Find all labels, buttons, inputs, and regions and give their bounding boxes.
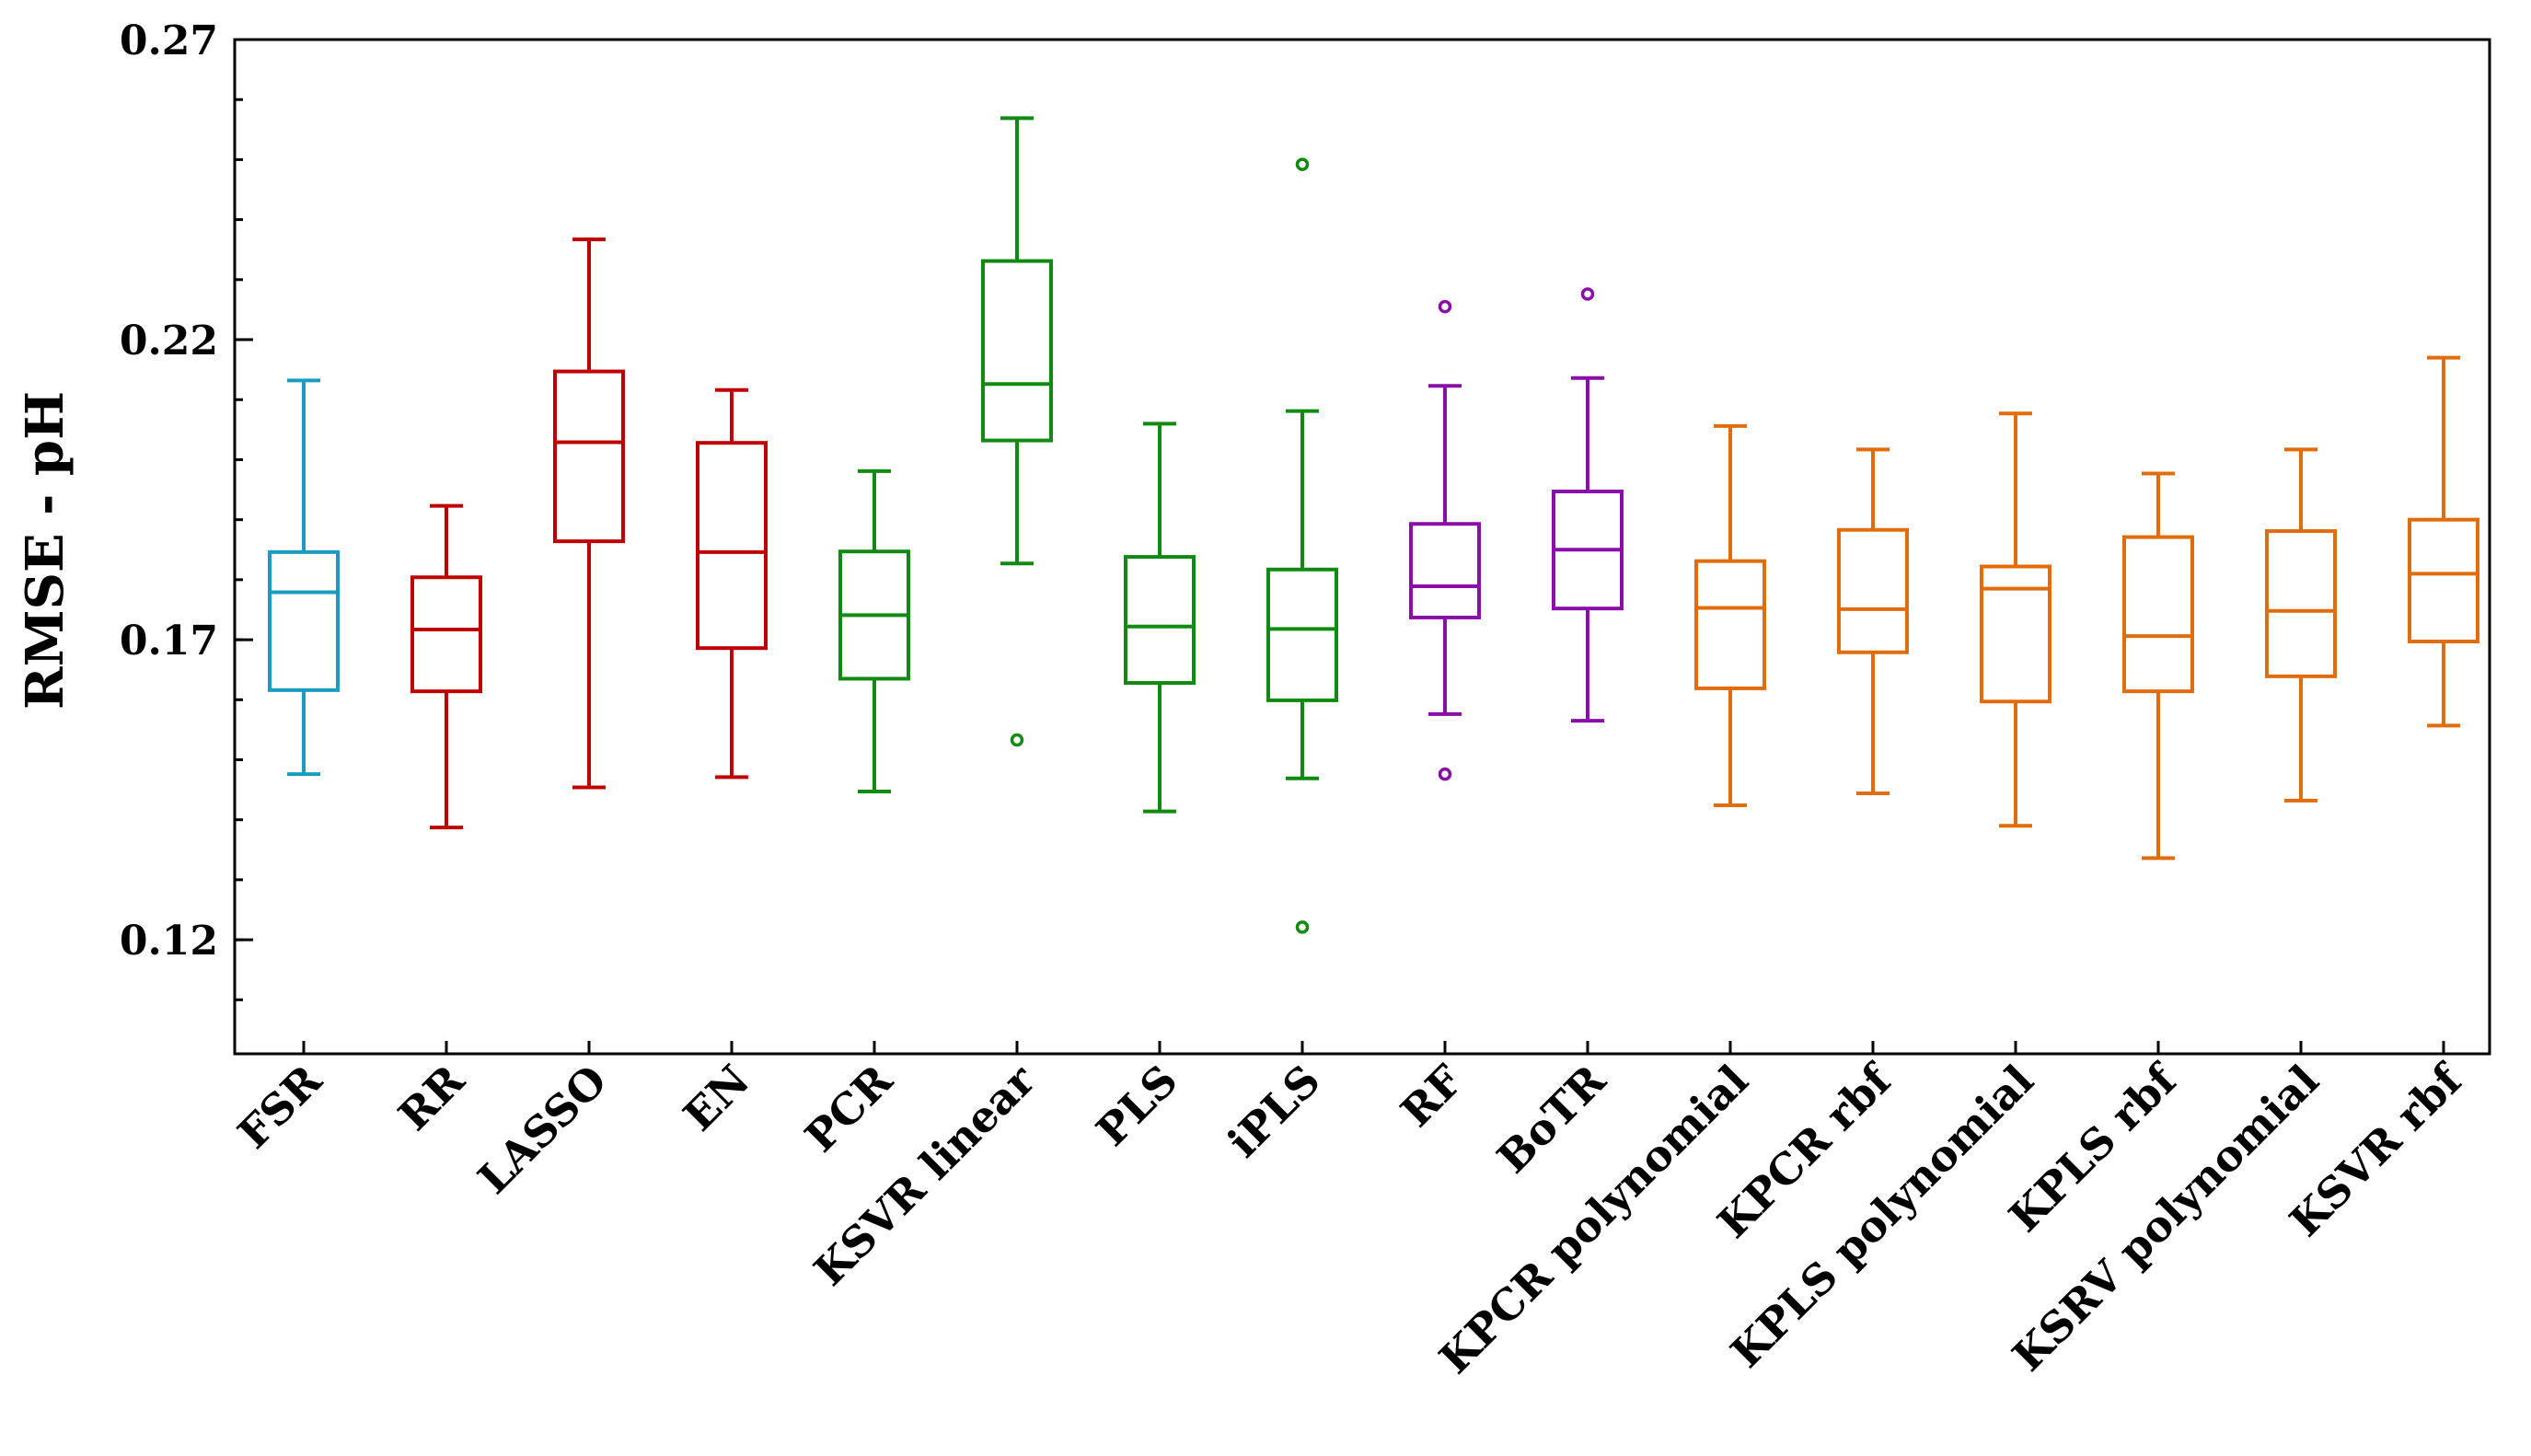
- x-tick-label: RR: [389, 1055, 475, 1140]
- x-tick-label: PCR: [795, 1055, 902, 1161]
- iqr-box: [1124, 555, 1196, 686]
- outlier-point: [1295, 920, 1310, 934]
- x-tick-label: iPLS: [1218, 1056, 1329, 1167]
- box-series: [268, 116, 2479, 934]
- iqr-box: [410, 575, 482, 694]
- iqr-box: [1694, 559, 1766, 690]
- x-tick-label: RF: [1391, 1055, 1473, 1137]
- x-tick-label: LASSO: [468, 1056, 617, 1204]
- box-group-5: [838, 468, 910, 794]
- outlier-point: [1438, 299, 1452, 314]
- box-group-10: [1552, 287, 1624, 723]
- box-group-13: [1980, 411, 2051, 828]
- box-group-4: [696, 387, 768, 780]
- box-group-6: [981, 116, 1053, 747]
- box-group-2: [410, 503, 482, 830]
- iqr-box: [1837, 527, 1909, 654]
- iqr-box: [2265, 529, 2337, 678]
- plot-frame: [233, 38, 2491, 1056]
- iqr-box: [2122, 535, 2194, 694]
- y-tick-label: 0.27: [120, 17, 218, 64]
- iqr-box: [268, 549, 340, 692]
- y-axis: 0.12 0.17 0.22 0.27: [120, 17, 253, 1001]
- box-group-8: [1266, 157, 1338, 934]
- box-group-3: [553, 237, 625, 790]
- box-group-9: [1409, 299, 1481, 781]
- iqr-box: [981, 259, 1053, 443]
- outlier-point: [1438, 767, 1452, 781]
- x-tick-label: PLS: [1087, 1056, 1187, 1156]
- box-group-15: [2265, 447, 2337, 803]
- box-group-7: [1124, 422, 1196, 814]
- box-group-14: [2122, 471, 2194, 861]
- outlier-point: [1295, 157, 1310, 171]
- y-tick-label: 0.22: [120, 318, 218, 364]
- outlier-point: [1010, 733, 1024, 747]
- box-group-11: [1694, 423, 1766, 808]
- y-tick-label: 0.12: [120, 918, 218, 965]
- outlier-point: [1580, 287, 1595, 301]
- x-tick-label: EN: [674, 1056, 759, 1141]
- y-axis-label: RMSE - pH: [15, 391, 75, 710]
- iqr-box: [1266, 567, 1338, 702]
- x-tick-label: FSR: [228, 1055, 331, 1158]
- y-tick-label: 0.17: [120, 618, 218, 664]
- iqr-box: [696, 441, 768, 651]
- iqr-box: [1409, 522, 1481, 619]
- iqr-box: [2408, 517, 2479, 644]
- box-group-1: [268, 378, 340, 777]
- x-tick-label: BoTR: [1487, 1055, 1615, 1183]
- box-group-12: [1837, 447, 1909, 796]
- box-group-16: [2408, 355, 2479, 728]
- iqr-box: [1980, 564, 2051, 704]
- iqr-box: [553, 369, 625, 544]
